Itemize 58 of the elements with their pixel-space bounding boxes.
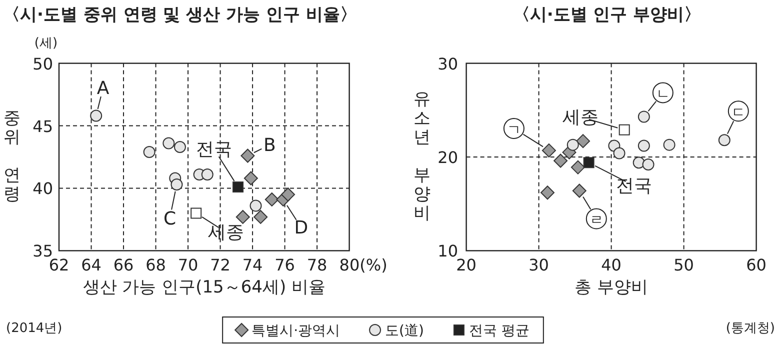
x-tick-label: 40	[601, 256, 622, 275]
x-tick-label: 78	[306, 256, 328, 275]
annotation-callout: C	[163, 190, 176, 230]
annotation: B	[264, 134, 276, 156]
y-axis-title: 유소년 부양비	[414, 90, 430, 224]
annotation: ㄷ	[731, 105, 746, 122]
text: (2014년)	[6, 321, 62, 336]
x-tick-label: 50	[674, 256, 694, 275]
legend-label: 전국 평균	[468, 323, 530, 339]
annotation-callout: A	[96, 78, 110, 110]
annotation: 전국	[196, 138, 232, 160]
annotation-callout: 세종	[562, 106, 618, 128]
annotation: ㄱ	[506, 122, 521, 138]
y-tick-label: 20	[438, 148, 458, 167]
x-axis-title: 총 부양비	[574, 278, 648, 298]
y-tick-label: 45	[32, 116, 53, 136]
annotation-callout: 세종	[202, 216, 244, 244]
annotation: D	[294, 217, 308, 238]
legend: 특별시·광역시 도(道) 전국 평균	[222, 316, 544, 344]
legend-label: 특별시·광역시	[252, 323, 340, 339]
annotation: 세종	[208, 222, 244, 244]
annotation-callout: ㄱ	[503, 118, 544, 148]
x-axis-title: 생산 가능 인구(15～64세) 비율	[82, 278, 326, 298]
x-tick-label: 76	[274, 256, 295, 275]
annotation-callout: 전국	[594, 165, 652, 197]
y-tick-label: 10	[438, 242, 458, 261]
annotation: C	[163, 208, 176, 230]
x-tick-label: 72	[210, 256, 230, 275]
x-tick-label: 60	[746, 256, 766, 275]
x-tick-label: 30	[528, 256, 549, 275]
x-tick-label: 80(%)	[339, 256, 388, 275]
annotation-callout: ㄹ	[582, 196, 607, 230]
x-tick-label: 66	[113, 256, 134, 275]
chart-title: 〈시·도별 인구 부양비〉	[512, 5, 702, 25]
annotation: 세종	[562, 106, 598, 128]
annotation-callout: B	[253, 134, 276, 156]
y-axis-title: 중위 연령	[4, 108, 20, 204]
text: (통계청)	[726, 321, 775, 336]
x-tick-label: 20	[456, 256, 476, 275]
annotation-callout: ㄴ	[648, 82, 674, 112]
y-tick-label: 40	[32, 179, 53, 198]
x-tick-label: 64	[81, 256, 102, 275]
x-tick-label: 74	[242, 256, 263, 275]
annotation: ㄹ	[589, 212, 604, 229]
annotation-callout: 전국	[196, 138, 235, 182]
annotation: A	[96, 78, 110, 99]
x-tick-label: 70	[178, 256, 198, 275]
annotation-callout: ㄷ	[726, 100, 749, 134]
annotation-callout: D	[286, 204, 308, 238]
text: (세)	[34, 36, 58, 51]
annotation: 전국	[616, 176, 652, 197]
legend-label: 도(道)	[385, 323, 424, 339]
x-tick-label: 68	[146, 256, 166, 275]
annotation: ㄴ	[656, 86, 670, 103]
x-tick-label: 62	[48, 256, 70, 275]
y-tick-label: 30	[438, 54, 458, 74]
y-tick-label: 50	[32, 54, 53, 74]
chart-title: 〈시·도별 중위 연령 및 생산 가능 인구 비율〉	[3, 5, 357, 25]
